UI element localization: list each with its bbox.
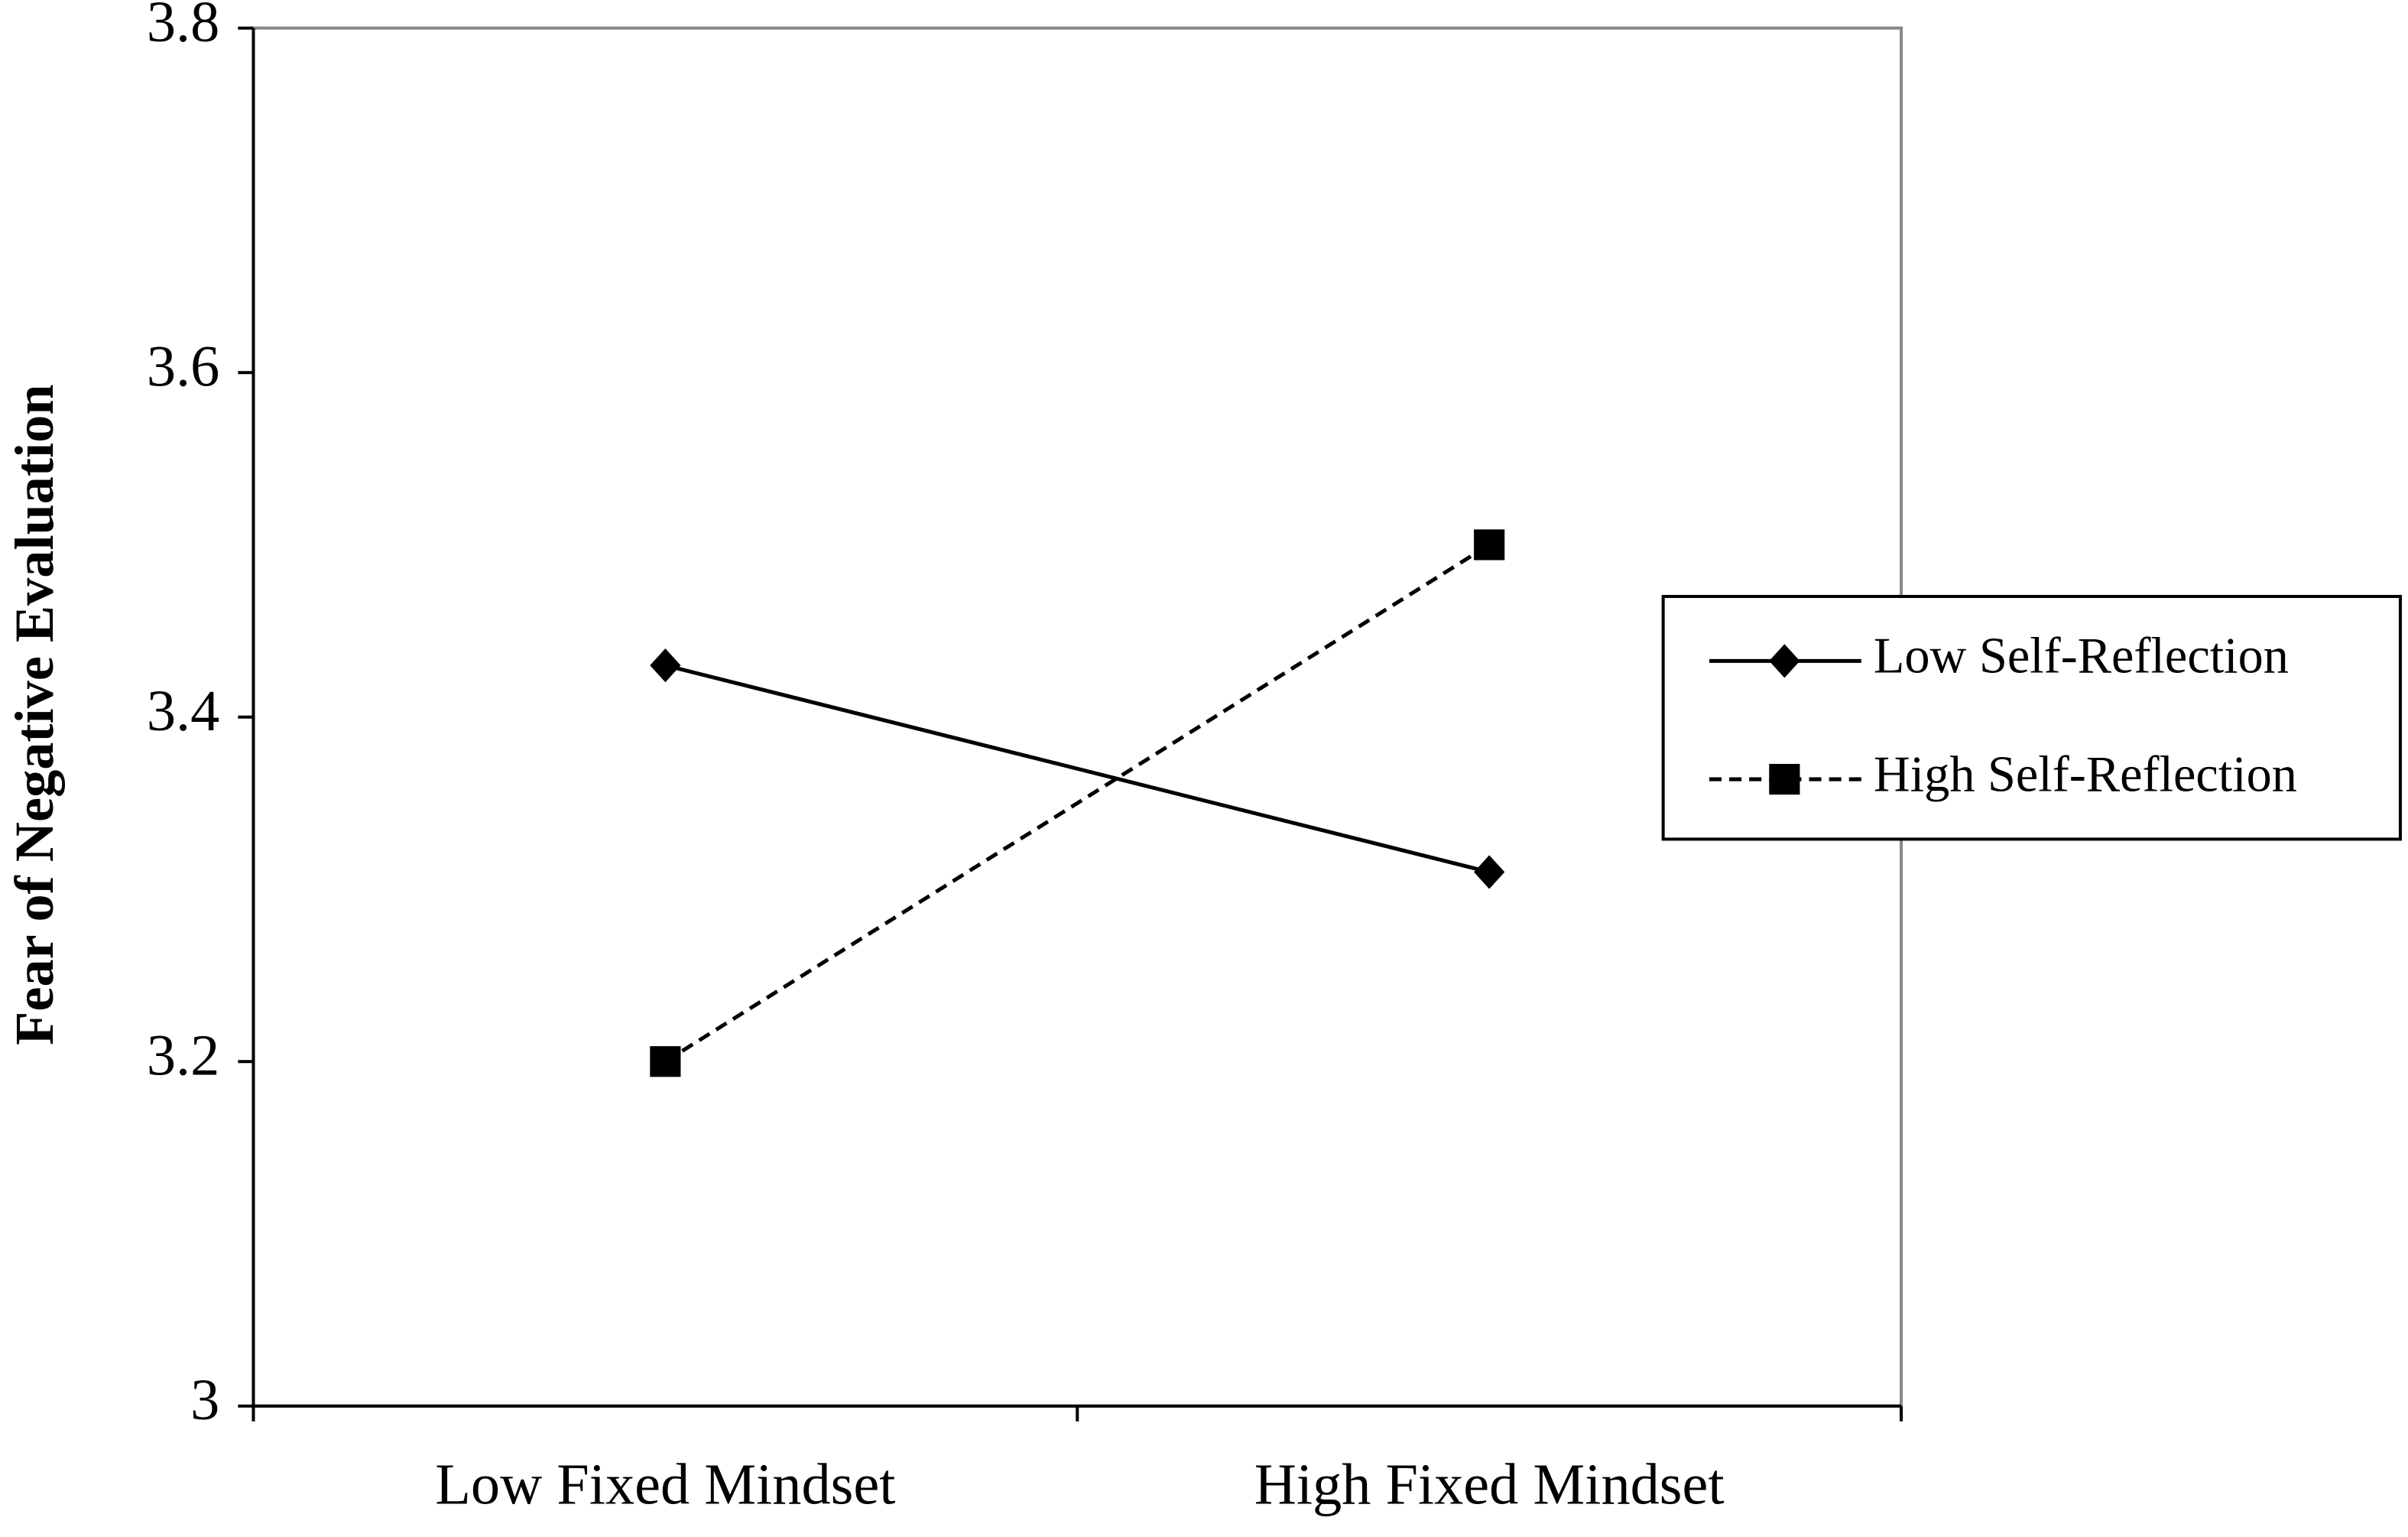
data-point bbox=[1474, 529, 1505, 561]
data-point bbox=[650, 1046, 681, 1077]
legend-label: High Self-Reflection bbox=[1874, 746, 2297, 802]
legend-marker bbox=[1769, 644, 1800, 678]
data-point bbox=[1474, 855, 1505, 889]
y-tick-label: 3 bbox=[190, 1367, 219, 1432]
x-tick-label: High Fixed Mindset bbox=[1254, 1452, 1725, 1517]
y-tick-label: 3.4 bbox=[147, 678, 219, 743]
legend-label: Low Self-Reflection bbox=[1874, 629, 2289, 684]
y-tick-label: 3.8 bbox=[147, 0, 219, 54]
series-line bbox=[664, 663, 1490, 874]
series-line bbox=[664, 543, 1491, 1064]
y-axis-label: Fear of Negative Evaluation bbox=[4, 385, 65, 1045]
legend-marker bbox=[1769, 763, 1800, 795]
y-tick-label: 3.6 bbox=[147, 334, 219, 399]
x-tick-label: Low Fixed Mindset bbox=[435, 1452, 895, 1517]
y-tick-label: 3.2 bbox=[147, 1023, 219, 1088]
legend-box bbox=[1661, 594, 2402, 841]
